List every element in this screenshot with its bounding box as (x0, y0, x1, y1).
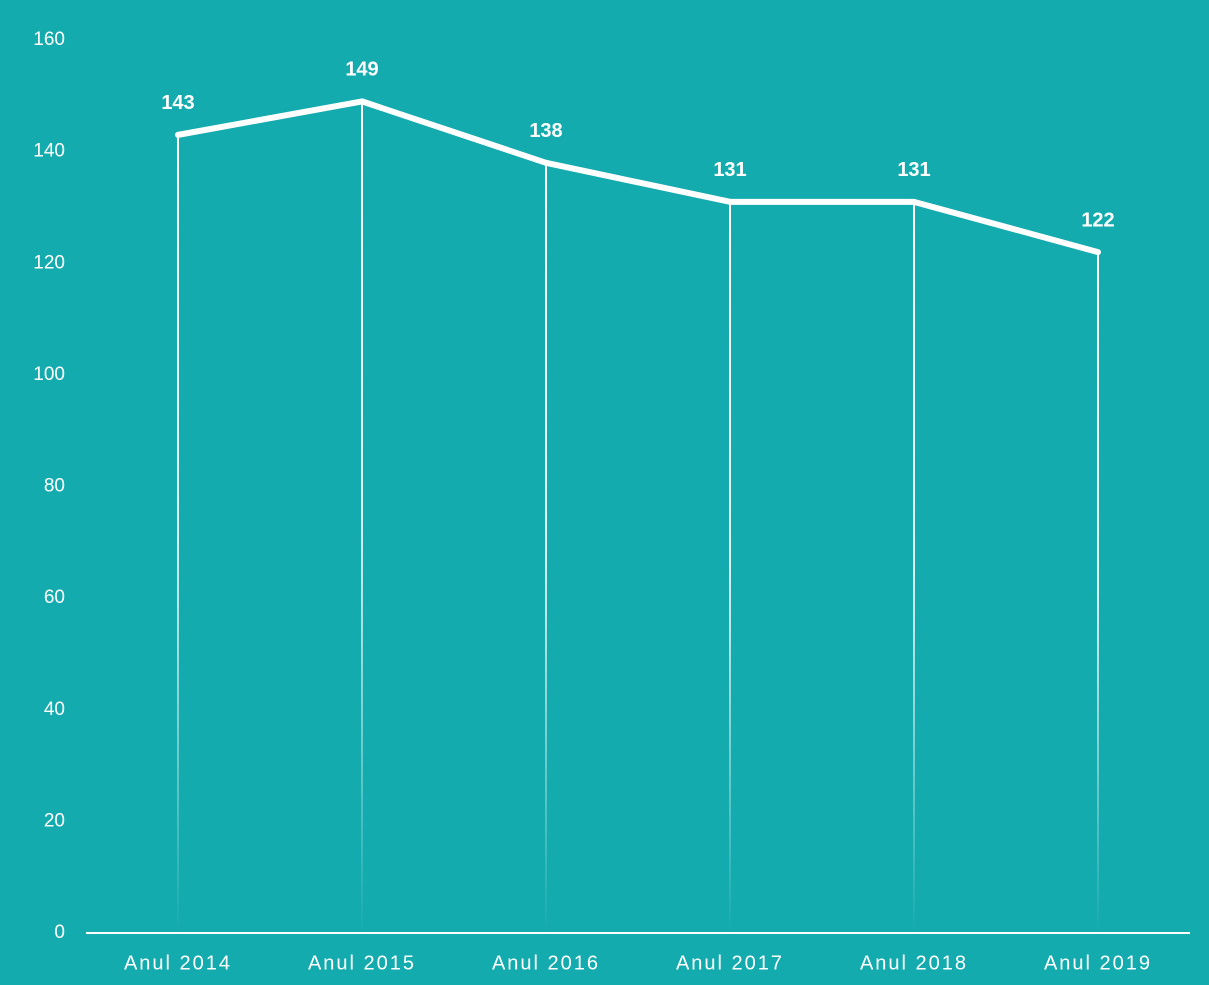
data-label: 131 (897, 159, 930, 181)
drop-line (177, 134, 179, 934)
y-tick-label: 80 (44, 476, 65, 497)
y-tick-label: 0 (54, 922, 65, 943)
drop-line (729, 201, 731, 933)
data-label: 122 (1081, 209, 1114, 231)
data-label: 149 (345, 59, 378, 81)
data-label: 131 (713, 159, 746, 181)
x-tick-label: Anul 2014 (124, 952, 232, 974)
y-tick-label: 120 (33, 252, 65, 273)
drop-line (913, 201, 915, 933)
y-tick-label: 40 (44, 699, 65, 720)
y-tick-label: 60 (44, 587, 65, 608)
y-tick-label: 160 (33, 29, 65, 50)
data-label: 143 (161, 92, 194, 114)
x-tick-label: Anul 2019 (1044, 952, 1152, 974)
y-tick-label: 100 (33, 364, 65, 385)
drop-line (545, 162, 547, 934)
line (175, 98, 1101, 256)
drop-line (1097, 252, 1099, 933)
x-tick-label: Anul 2016 (492, 952, 600, 974)
drop-line (361, 101, 363, 934)
x-tick-label: Anul 2015 (308, 952, 416, 974)
x-tick-label: Anul 2017 (676, 952, 784, 974)
y-tick-label: 140 (33, 141, 65, 162)
data-label: 138 (529, 120, 562, 142)
y-tick-label: 20 (44, 810, 65, 831)
x-tick-label: Anul 2018 (860, 952, 968, 974)
